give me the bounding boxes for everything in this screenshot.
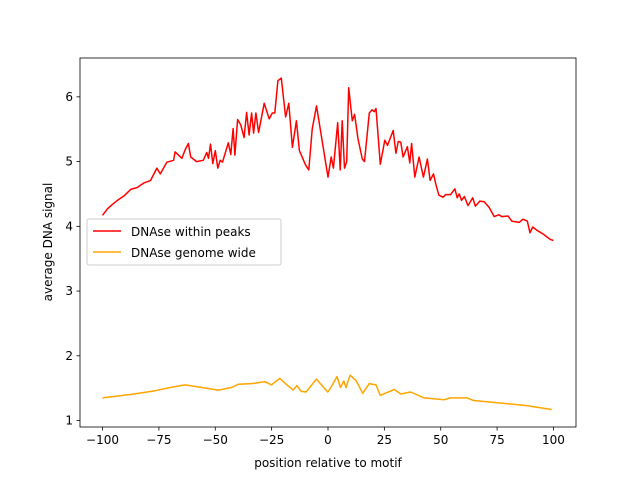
legend-box xyxy=(86,218,282,266)
series-line-0 xyxy=(101,77,554,242)
x-tick-label: 50 xyxy=(433,433,448,447)
series-line-1 xyxy=(102,374,552,411)
x-tick-label: 75 xyxy=(489,433,504,447)
x-tick-label: −75 xyxy=(146,433,171,447)
x-axis: −100 −75 −50 −25 0 25 50 75 100 xyxy=(86,427,565,447)
x-tick-label: −25 xyxy=(259,433,284,447)
x-tick-label: 25 xyxy=(377,433,392,447)
legend: DNAse within peaks DNAse genome wide xyxy=(86,218,282,266)
y-tick-label: 2 xyxy=(65,349,73,363)
y-tick-label: 5 xyxy=(65,155,73,169)
y-tick-label: 4 xyxy=(65,219,73,233)
x-tick-label: 100 xyxy=(542,433,565,447)
x-axis-label: position relative to motif xyxy=(254,456,402,470)
y-tick-label: 1 xyxy=(65,414,73,428)
x-tick-label: −100 xyxy=(86,433,119,447)
x-tick-label: 0 xyxy=(324,433,332,447)
y-axis-label: average DNA signal xyxy=(41,183,55,302)
y-tick-label: 3 xyxy=(65,284,73,298)
legend-label-within-peaks: DNAse within peaks xyxy=(131,225,251,239)
series-layer xyxy=(101,77,554,411)
y-axis: 1 2 3 4 5 6 xyxy=(65,90,80,428)
legend-label-genome-wide: DNAse genome wide xyxy=(131,246,256,260)
x-tick-label: −50 xyxy=(203,433,228,447)
y-tick-label: 6 xyxy=(65,90,73,104)
